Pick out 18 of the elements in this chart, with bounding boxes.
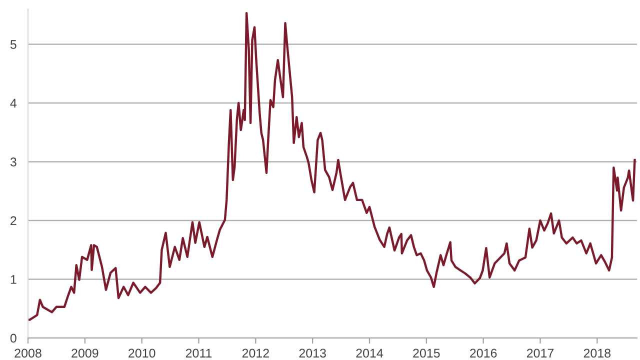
x-tick-label: 2014: [356, 348, 384, 358]
line-series: [28, 12, 636, 321]
x-tick-label: 2008: [14, 348, 42, 358]
y-tick-label: 0: [10, 334, 16, 343]
y-tick-label: 4: [10, 98, 17, 108]
x-tick-label: 2017: [526, 348, 554, 358]
x-tick-label: 2016: [470, 348, 497, 358]
y-tick-label: 5: [10, 40, 16, 49]
x-tick-label: 2011: [186, 348, 212, 358]
x-tick-label: 2010: [128, 348, 156, 358]
y-tick-label: 2: [10, 216, 16, 226]
x-tick-label: 2015: [413, 348, 440, 358]
y-tick-label: 1: [10, 275, 16, 284]
x-tick-label: 2013: [299, 348, 326, 358]
y-tick-label: 3: [10, 158, 16, 166]
x-tick-label: 2012: [242, 348, 269, 358]
x-tick-label: 2009: [72, 348, 98, 358]
x-tick-label: 2018: [584, 348, 611, 358]
